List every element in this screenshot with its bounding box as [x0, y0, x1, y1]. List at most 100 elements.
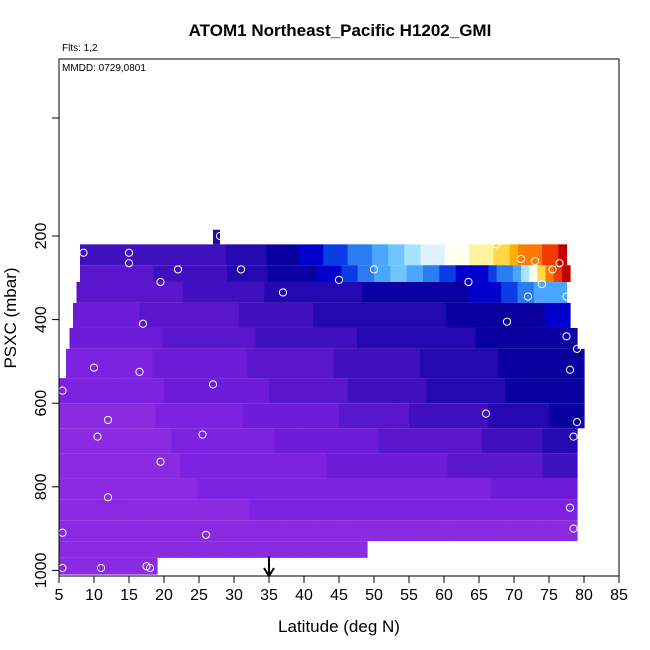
heatmap-cell — [174, 281, 184, 303]
heatmap-cell — [162, 520, 172, 542]
heatmap-cell — [128, 244, 138, 266]
heatmap-cell — [298, 244, 308, 266]
heatmap-cell — [204, 348, 214, 379]
heatmap-cell — [266, 428, 276, 454]
heatmap-cell — [514, 378, 524, 404]
heatmap-cell — [231, 478, 241, 500]
heatmap-cell — [304, 403, 314, 429]
heatmap-cell — [421, 453, 431, 479]
heatmap-cell — [238, 541, 245, 558]
heatmap-cell — [441, 327, 451, 349]
heatmap-cell — [146, 378, 156, 404]
heatmap-cell — [361, 453, 371, 479]
heatmap-cell — [348, 327, 358, 349]
heatmap-cell — [493, 244, 503, 266]
heatmap-cell — [192, 541, 199, 558]
heatmap-cell — [335, 478, 345, 500]
heatmap-cell — [161, 541, 168, 558]
heatmap-cell — [346, 541, 353, 558]
heatmap-cell — [145, 453, 155, 479]
heatmap-cell — [122, 557, 125, 575]
heatmap-cell — [92, 281, 102, 303]
heatmap-cell — [76, 453, 86, 479]
heatmap-cell — [205, 428, 215, 454]
heatmap-cell — [248, 499, 259, 521]
x-tick-label: 55 — [400, 587, 418, 604]
sample-point — [89, 363, 99, 372]
heatmap-cell — [437, 302, 447, 328]
heatmap-cell — [234, 244, 243, 266]
x-tick-label: 60 — [435, 587, 453, 604]
heatmap-cell — [129, 557, 132, 575]
heatmap-cell — [456, 453, 466, 479]
heatmap-cell — [284, 265, 293, 282]
heatmap-cell — [522, 403, 533, 429]
heatmap-cell — [283, 428, 293, 454]
heatmap-cell — [117, 281, 127, 303]
heatmap-cell — [99, 557, 103, 575]
heatmap-cell — [371, 302, 381, 328]
heatmap-cell — [482, 428, 492, 454]
heatmap-cell — [531, 403, 541, 429]
heatmap-cell — [228, 541, 235, 558]
heatmap-cell — [382, 378, 393, 404]
heatmap-cell — [315, 244, 324, 266]
heatmap-cell — [122, 302, 132, 328]
heatmap-cell — [197, 478, 207, 500]
heatmap-cell — [304, 378, 314, 404]
heatmap-cell — [80, 557, 83, 575]
heatmap-cell — [331, 541, 337, 558]
heatmap-cell — [85, 557, 88, 575]
heatmap-cell — [205, 478, 215, 500]
heatmap-cell — [509, 281, 519, 303]
heatmap-cell — [137, 327, 147, 349]
heatmap-cell — [551, 499, 561, 521]
heatmap-cell — [88, 265, 97, 282]
heatmap-cell — [127, 557, 130, 575]
heatmap-cell — [300, 453, 310, 479]
heatmap-cell — [85, 378, 95, 404]
heatmap-cell — [295, 378, 305, 404]
heatmap-cell — [171, 428, 181, 454]
x-tick-label: 70 — [505, 587, 523, 604]
heatmap-cell — [485, 244, 495, 266]
heatmap-cell — [102, 478, 112, 500]
heatmap-cell — [266, 520, 276, 542]
heatmap-cell — [325, 348, 335, 379]
heatmap-cell — [568, 478, 578, 500]
heatmap-cell — [147, 302, 157, 328]
x-tick-label: 75 — [540, 587, 558, 604]
heatmap-cell — [292, 453, 302, 479]
heatmap-cell — [225, 244, 235, 266]
heatmap-cell — [110, 541, 117, 558]
heatmap-cell — [534, 327, 544, 349]
heatmap-cell — [404, 428, 414, 454]
heatmap-cell — [188, 478, 198, 500]
heatmap-cell — [309, 428, 319, 454]
heatmap-cell — [543, 327, 553, 349]
heatmap-cell — [153, 499, 164, 521]
heatmap-cell — [142, 557, 145, 575]
heatmap-cell — [264, 348, 274, 379]
heatmap-cell — [357, 327, 367, 349]
heatmap-cell — [350, 348, 361, 379]
heatmap-cell — [59, 478, 69, 500]
heatmap-cell — [272, 327, 282, 349]
sample-point — [481, 409, 491, 418]
heatmap-cell — [480, 348, 490, 379]
heatmap-cell — [100, 348, 110, 379]
heatmap-cell — [97, 302, 107, 328]
heatmap-cell — [553, 265, 563, 282]
heatmap-cell — [240, 520, 250, 542]
heatmap-cell — [482, 453, 492, 479]
heatmap-cell — [283, 453, 293, 479]
heatmap-cell — [223, 453, 233, 479]
heatmap-cell — [370, 281, 380, 303]
heatmap-cell — [438, 453, 449, 479]
heatmap-cell — [318, 499, 328, 521]
heatmap-cell — [464, 520, 474, 542]
heatmap-cell — [221, 327, 231, 349]
heatmap-cell — [141, 541, 147, 558]
heatmap-cell — [271, 302, 281, 328]
sample-point — [142, 562, 151, 571]
